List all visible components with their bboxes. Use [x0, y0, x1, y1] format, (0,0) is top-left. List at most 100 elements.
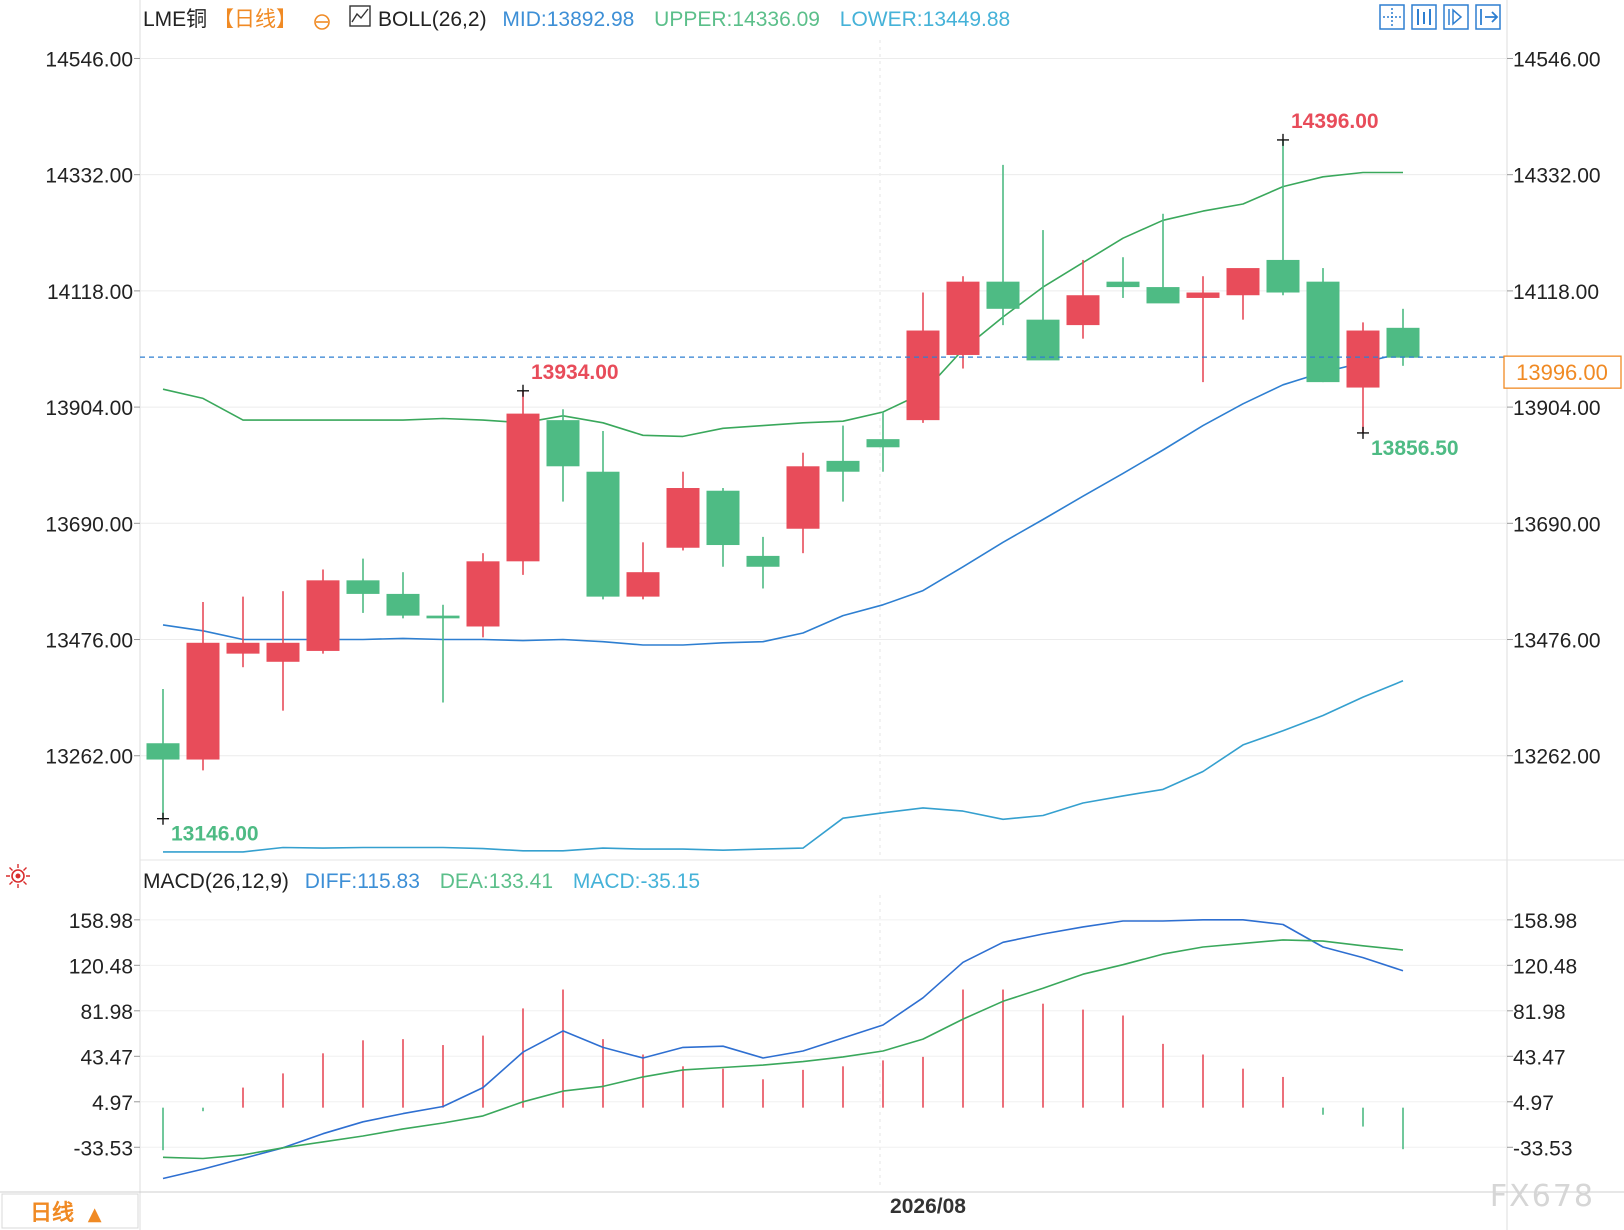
candle-body [1266, 259, 1300, 293]
candle [666, 471, 700, 551]
low-price-label: 13856.50 [1371, 437, 1459, 460]
price-tick-label-right: 14546.00 [1513, 48, 1601, 71]
candle [306, 569, 340, 654]
candle-chart-icon[interactable] [1411, 4, 1437, 30]
candle-body [1026, 319, 1060, 361]
price-tick-label-right: 13262.00 [1513, 746, 1601, 769]
candle-body [666, 488, 700, 548]
candle-body [1226, 268, 1260, 296]
macd-tick-label-right: 4.97 [1513, 1092, 1554, 1115]
price-tick-label-right: 13690.00 [1513, 513, 1601, 536]
macd-name: MACD(26,12,9) [143, 870, 289, 893]
export-icon[interactable] [1475, 4, 1501, 30]
macd-tick-label-left: -33.53 [73, 1137, 133, 1160]
candle [626, 542, 660, 600]
zoom-out-icon[interactable] [314, 14, 330, 30]
candle [1266, 139, 1300, 296]
indicator-settings-icon[interactable] [349, 5, 371, 27]
candle [266, 591, 300, 711]
candle-body [506, 413, 540, 562]
boll-upper-line [162, 171, 1403, 438]
extreme-marker [1357, 426, 1369, 439]
candle [506, 390, 540, 575]
boll-name: BOLL(26,2) [378, 8, 487, 31]
price-tick-label-left: 13904.00 [45, 397, 133, 420]
candle [426, 604, 460, 703]
candle-body [466, 561, 500, 627]
svg-text:日线 ▲: 日线 ▲ [30, 1200, 102, 1226]
candle [746, 536, 780, 589]
candles [146, 139, 1420, 819]
candle-body [1346, 330, 1380, 388]
macd-lines [162, 918, 1404, 1180]
macd-axis-ticks: 158.98 158.98 120.48 120.48 81.98 81.98 43.47 4… [69, 910, 1577, 1160]
candle [226, 596, 260, 668]
svg-text:LME铜 【日线】: LME铜 【日线】 [143, 8, 297, 31]
instrument-name: LME铜 [143, 8, 207, 31]
candle [186, 602, 220, 771]
macd-tick-label-left: 43.47 [80, 1046, 133, 1069]
candle-body [266, 642, 300, 662]
price-tick-label-left: 14546.00 [45, 48, 133, 71]
candle [466, 553, 500, 638]
candle [986, 164, 1020, 326]
macd-tick-label-right: -33.53 [1513, 1137, 1573, 1160]
macd-macd-value: MACD:-35.15 [573, 870, 700, 893]
boll-upper-value: UPPER:14336.09 [654, 8, 820, 31]
layout-icon[interactable] [1379, 4, 1405, 30]
period-button-label: 日线 [30, 1200, 74, 1226]
svg-text:BOLL(26,2) MID:13892.98: BOLL(26,2) MID:13892.98 UPPER:14336.09 L… [378, 8, 1010, 31]
candle [346, 558, 380, 613]
chart-forward-icon[interactable] [1443, 4, 1469, 30]
candle [1146, 213, 1180, 304]
candle [1026, 230, 1060, 361]
macd-sun-icon[interactable] [6, 864, 30, 888]
boll-mid-value: MID:13892.98 [502, 8, 634, 31]
high-price-label: 14396.00 [1291, 110, 1379, 133]
boll-lower-line [163, 680, 1404, 853]
candle-body [906, 330, 940, 421]
macd-histogram [162, 989, 1404, 1151]
candle [826, 425, 860, 502]
candle-body [946, 281, 980, 355]
candle-body [866, 439, 900, 448]
candle-body [546, 420, 580, 467]
candle-body [986, 281, 1020, 309]
last-price-line: 13996.00 [140, 355, 1624, 389]
candle [386, 572, 420, 619]
svg-text:MACD(26,12,9) DIFF:115.83: MACD(26,12,9) DIFF:115.83 DEA:133.41 MAC… [143, 870, 700, 893]
candle [1386, 308, 1420, 366]
low-price-label: 13146.00 [171, 823, 259, 846]
watermark: FX678 [1490, 1179, 1595, 1214]
candle [1186, 276, 1220, 383]
macd-tick-label-right: 158.98 [1513, 910, 1577, 933]
high-price-label: 13934.00 [531, 361, 619, 384]
macd-tick-label-right: 81.98 [1513, 1001, 1566, 1024]
candle [1226, 268, 1260, 320]
period-button[interactable]: 日线 ▲ [1, 1193, 139, 1229]
extreme-marker [517, 384, 529, 397]
candle-body [146, 743, 180, 760]
price-tick-label-right: 13904.00 [1513, 397, 1601, 420]
price-tick-label-left: 13476.00 [45, 630, 133, 653]
candle [866, 411, 900, 472]
macd-tick-label-left: 4.97 [92, 1092, 133, 1115]
macd-tick-label-left: 81.98 [80, 1001, 133, 1024]
candle-body [706, 490, 740, 546]
candle [906, 292, 940, 423]
candle-body [1106, 281, 1140, 288]
last-price-tag [1503, 355, 1622, 389]
macd-dea-line [162, 939, 1404, 1160]
last-price-label: 13996.00 [1516, 360, 1608, 385]
price-tick-label-right: 13476.00 [1513, 630, 1601, 653]
candle-body [746, 555, 780, 567]
candle-body [306, 580, 340, 651]
candle-body [626, 572, 660, 597]
candle-body [826, 460, 860, 472]
candle [546, 409, 580, 502]
candle [146, 688, 180, 819]
price-tick-label-left: 13690.00 [45, 513, 133, 536]
candle [1106, 257, 1140, 298]
